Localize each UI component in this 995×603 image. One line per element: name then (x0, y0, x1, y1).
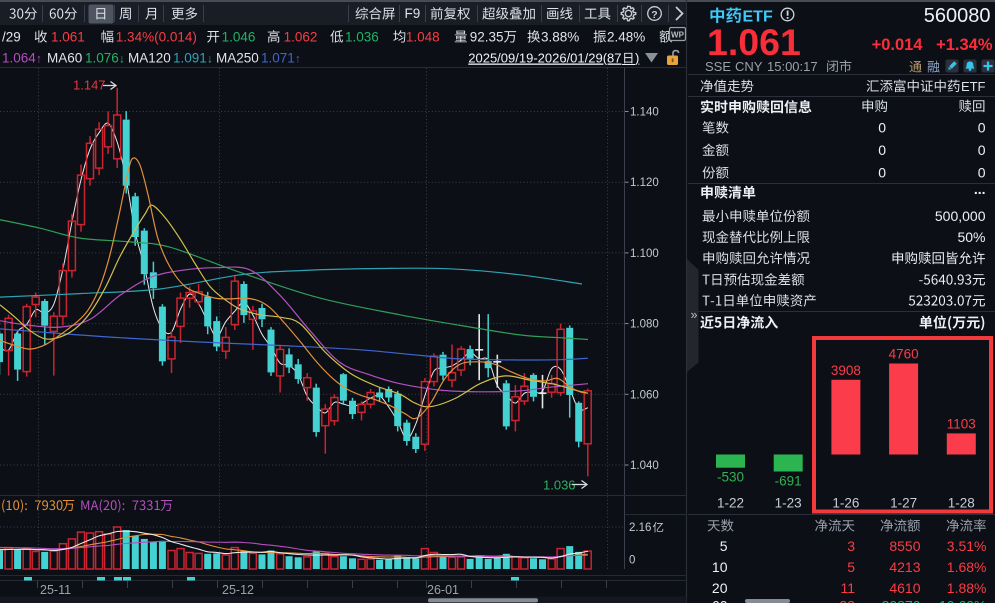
svg-text:ETF: ETF (743, 9, 773, 26)
svg-text:0: 0 (978, 165, 986, 181)
svg-text:1.062: 1.062 (284, 30, 318, 45)
svg-text:0: 0 (978, 120, 986, 136)
svg-text:26-01: 26-01 (427, 583, 459, 597)
svg-text:1.147: 1.147 (73, 78, 106, 93)
svg-text:+0.014: +0.014 (872, 36, 924, 54)
svg-text:50%: 50% (957, 229, 985, 245)
svg-text:-691: -691 (775, 474, 802, 489)
svg-text:1.064: 1.064 (2, 51, 36, 66)
svg-text:1-27: 1-27 (890, 496, 917, 511)
svg-text:?: ? (651, 9, 657, 21)
svg-text:↓: ↓ (207, 52, 213, 66)
svg-text:23: 23 (839, 598, 855, 603)
svg-text:4213: 4213 (889, 559, 920, 575)
svg-text:1.036: 1.036 (543, 478, 576, 493)
svg-text:/29: /29 (2, 30, 21, 45)
svg-text:MA250: MA250 (216, 51, 259, 66)
svg-text:25-11: 25-11 (40, 583, 71, 597)
svg-text:): ) (635, 51, 639, 66)
svg-text:1-23: 1-23 (775, 496, 802, 511)
svg-text:2.48%: 2.48% (607, 30, 645, 45)
svg-text:CNY: CNY (735, 59, 763, 74)
svg-text:1-28: 1-28 (948, 496, 975, 511)
svg-text:560080: 560080 (924, 5, 991, 27)
svg-text:92.35: 92.35 (470, 30, 504, 45)
svg-text:1.071: 1.071 (261, 51, 295, 66)
svg-text:1.061: 1.061 (707, 21, 801, 63)
svg-text:4610: 4610 (889, 580, 920, 596)
svg-text:0: 0 (629, 555, 635, 567)
svg-text:1.060: 1.060 (630, 389, 659, 401)
svg-text:1.140: 1.140 (630, 107, 659, 119)
svg-text:ETF: ETF (961, 79, 986, 94)
svg-text:1-26: 1-26 (832, 496, 859, 511)
svg-text:5: 5 (847, 559, 855, 575)
svg-text:↓: ↓ (119, 52, 125, 66)
svg-text:1.080: 1.080 (630, 319, 659, 331)
svg-text:4760: 4760 (889, 347, 919, 362)
svg-text:1.88%: 1.88% (947, 580, 987, 596)
svg-text:1.048: 1.048 (406, 30, 440, 45)
svg-text:1.061: 1.061 (51, 30, 85, 45)
svg-text:SSE: SSE (705, 59, 731, 74)
svg-text:10: 10 (712, 559, 728, 575)
svg-text:1.036: 1.036 (345, 30, 379, 45)
svg-text:WP: WP (671, 31, 685, 40)
svg-text:1.091: 1.091 (173, 51, 207, 66)
svg-text:0: 0 (878, 120, 886, 136)
svg-text:1.046: 1.046 (222, 30, 256, 45)
svg-text:1.120: 1.120 (630, 177, 659, 189)
svg-text:...: ... (974, 181, 986, 197)
svg-text:20: 20 (712, 580, 728, 596)
svg-text:500,000: 500,000 (935, 208, 986, 224)
svg-text:25-12: 25-12 (222, 583, 254, 597)
svg-text:8550: 8550 (889, 538, 920, 554)
svg-text:MA120: MA120 (128, 51, 171, 66)
svg-text:0: 0 (878, 142, 886, 158)
svg-text:2025/09/19-2026/01/29(87: 2025/09/19-2026/01/29(87 (468, 51, 621, 66)
svg-text:↑: ↑ (36, 52, 42, 66)
svg-text:3: 3 (847, 538, 855, 554)
svg-text:1103: 1103 (947, 416, 976, 431)
svg-text:0: 0 (878, 165, 886, 181)
svg-text:2.16: 2.16 (629, 522, 651, 534)
svg-text:3908: 3908 (831, 363, 861, 378)
svg-text:5: 5 (720, 538, 728, 554)
svg-text:1.100: 1.100 (630, 248, 659, 260)
svg-text:1.34%(0.014): 1.34%(0.014) (116, 30, 197, 45)
svg-text:»: » (691, 308, 698, 322)
svg-text:3.51%: 3.51% (947, 538, 987, 554)
svg-text:1-22: 1-22 (717, 496, 744, 511)
svg-text:15:00:17: 15:00:17 (767, 59, 818, 74)
svg-text:1.076: 1.076 (85, 51, 119, 66)
svg-text:60: 60 (712, 598, 728, 603)
svg-text:11: 11 (840, 580, 855, 596)
svg-text:1.040: 1.040 (630, 460, 659, 472)
svg-text:-530: -530 (717, 470, 744, 485)
svg-text:1.68%: 1.68% (947, 559, 987, 575)
svg-text:10.60%: 10.60% (939, 598, 986, 603)
svg-text:F9: F9 (405, 6, 421, 21)
svg-text:0: 0 (978, 142, 986, 158)
svg-text:30870: 30870 (882, 598, 921, 603)
svg-text:+1.34%: +1.34% (936, 36, 993, 54)
svg-text:3.88%: 3.88% (541, 30, 579, 45)
svg-text:↑: ↑ (295, 52, 301, 66)
svg-text:MA60: MA60 (47, 51, 82, 66)
